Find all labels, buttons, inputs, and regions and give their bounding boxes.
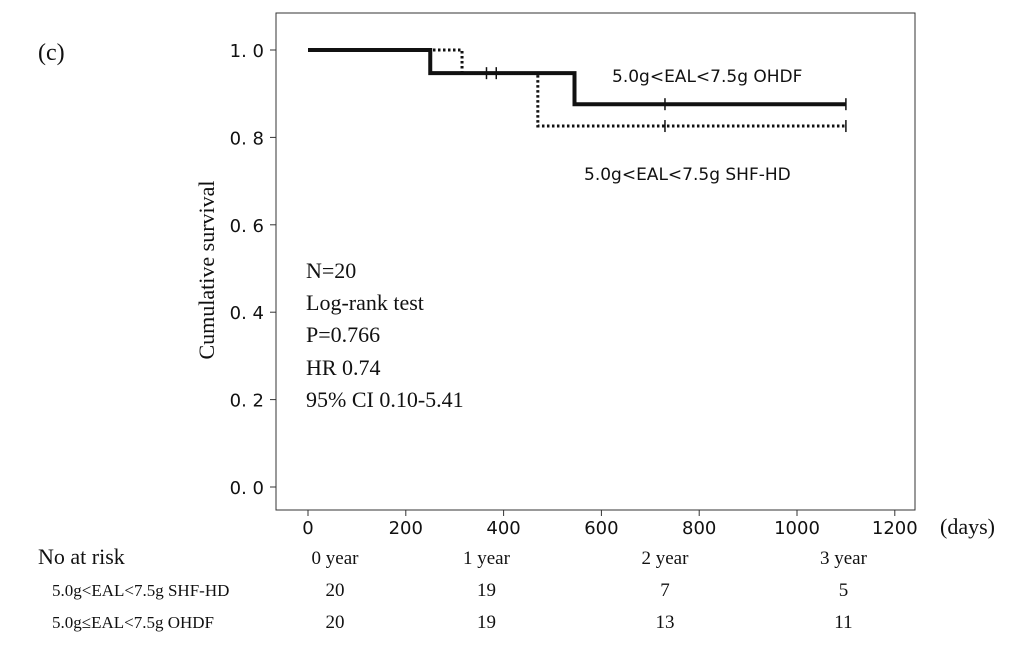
x-tick-label-3: 600 [584, 518, 618, 539]
panel-label: (c) [38, 40, 65, 66]
x-axis-label: (days) [940, 514, 995, 539]
risk-value-1-1: 19 [477, 612, 496, 633]
series-line-1 [308, 48, 846, 128]
annotation-p-value: P=0.766 [306, 322, 380, 347]
plot-frame [275, 12, 916, 511]
x-tick-label-0: 0 [302, 518, 313, 539]
risk-value-1-3: 11 [834, 612, 852, 633]
risk-table-values: 20 19 7 5 20 19 13 11 [326, 580, 853, 633]
x-tick-label-1: 200 [389, 518, 423, 539]
legend-label-shf-hd: 5.0g<EAL<7.5g SHF-HD [584, 165, 791, 185]
y-axis-label: Cumulative survival [194, 180, 219, 359]
risk-value-0-0: 20 [326, 580, 345, 601]
risk-header-2: 2 year [641, 548, 689, 569]
y-tick-label-0: 0. 0 [230, 478, 264, 499]
annotation-n: N=20 [306, 258, 356, 283]
risk-value-1-0: 20 [326, 612, 345, 633]
risk-header-1: 1 year [463, 548, 511, 569]
series-layer [308, 48, 847, 133]
legend-label-ohdf: 5.0g<EAL<7.5g OHDF [612, 67, 802, 87]
x-tick-label-4: 800 [682, 518, 716, 539]
risk-value-0-3: 5 [839, 580, 849, 601]
y-tick-label-1: 0. 2 [230, 391, 264, 412]
risk-value-1-2: 13 [655, 612, 674, 633]
risk-value-0-1: 19 [477, 580, 496, 601]
y-tick-label-3: 0. 6 [230, 216, 264, 237]
y-tick-label-5: 1. 0 [230, 41, 264, 62]
annotation-ci: 95% CI 0.10-5.41 [306, 387, 464, 412]
risk-value-0-2: 7 [660, 580, 670, 601]
risk-header-0: 0 year [312, 548, 360, 569]
risk-header-3: 3 year [820, 548, 868, 569]
risk-table: No at risk 0 year 1 year 2 year 3 year 5.0g… [38, 544, 868, 633]
x-axis: 0 200 400 600 800 1000 1200 [302, 510, 918, 539]
stats-annotation: N=20 Log-rank test P=0.766 HR 0.74 95% C… [306, 258, 464, 412]
risk-table-headers: 0 year 1 year 2 year 3 year [312, 548, 868, 569]
risk-row-label-ohdf: 5.0g≤EAL<7.5g OHDF [52, 613, 214, 632]
risk-row-label-shf-hd: 5.0g<EAL<7.5g SHF-HD [52, 581, 229, 600]
risk-table-title: No at risk [38, 544, 125, 569]
x-tick-label-6: 1200 [872, 518, 918, 539]
x-tick-label-5: 1000 [774, 518, 820, 539]
annotation-test: Log-rank test [306, 290, 424, 315]
y-axis: 0. 0 0. 2 0. 4 0. 6 0. 8 1. 0 [230, 41, 276, 499]
y-tick-label-4: 0. 8 [230, 128, 264, 149]
annotation-hr: HR 0.74 [306, 355, 381, 380]
x-tick-label-2: 400 [486, 518, 520, 539]
y-tick-label-2: 0. 4 [230, 303, 264, 324]
